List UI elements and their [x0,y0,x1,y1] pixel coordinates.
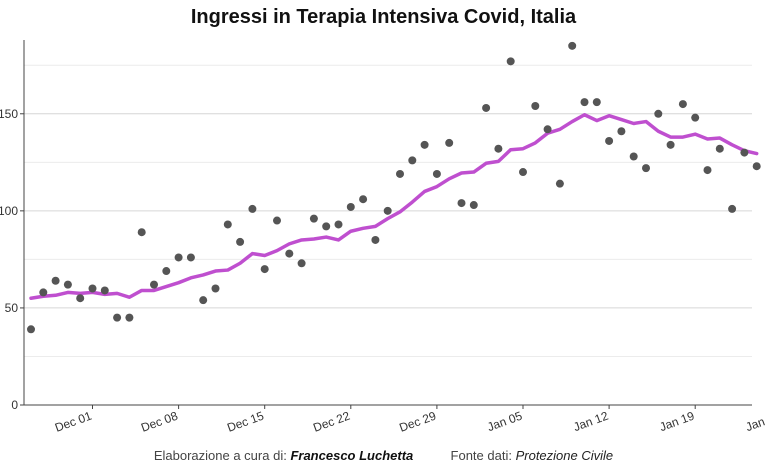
data-point [150,280,158,289]
data-point [519,168,527,177]
credit-value: Francesco Luchetta [290,448,414,463]
data-point [273,216,281,225]
y-tick-label: 150 [0,107,18,121]
data-point [309,214,318,223]
x-tick-label: Jan 19 [658,409,697,435]
series-line [29,112,759,300]
data-point [248,204,257,213]
data-point [666,140,675,149]
data-point [346,202,355,211]
data-point [51,276,60,285]
data-point [592,98,601,107]
x-tick-label: Jan 05 [485,409,524,435]
y-tick-label: 50 [5,301,19,315]
data-point [469,201,478,210]
data-point [654,109,663,118]
data-point [715,144,724,153]
data-point [728,204,737,213]
data-point [236,237,245,246]
data-point [629,152,638,161]
data-point [555,179,564,188]
data-point [642,164,650,173]
data-point [605,136,614,145]
data-point [371,235,380,244]
data-point [494,144,503,153]
data-point [445,138,454,147]
x-tick-label: Dec 01 [53,409,94,435]
data-point [432,169,441,178]
data-point [285,249,294,258]
data-point [703,166,712,175]
data-point [27,325,35,334]
data-point [137,228,146,237]
data-point [752,162,761,171]
data-point [580,98,589,107]
y-tick-label: 100 [0,204,18,218]
data-point [420,140,429,149]
x-tick-label: Dec 08 [139,409,180,435]
data-point [531,102,540,111]
data-point [740,148,749,157]
source-label: Fonte dati: [450,448,512,463]
chart-footer: Elaborazione a cura di: Francesco Luchet… [0,448,767,463]
data-point [334,220,343,229]
data-point [482,103,491,112]
data-point [223,220,232,229]
data-point [543,125,552,134]
x-tick-label: Jan 12 [571,409,610,435]
data-point [617,127,626,136]
data-point [186,253,195,262]
x-tick-label: Jan 26 [744,409,767,435]
data-point [113,313,122,322]
data-point [457,199,466,208]
data-point [568,41,577,50]
data-point [174,253,183,262]
x-tick-label: Dec 15 [225,409,266,435]
data-point [211,284,220,293]
data-point [39,288,48,297]
data-point [76,294,85,303]
data-point [162,267,171,276]
data-point [125,313,134,322]
data-point [691,113,700,122]
x-tick-label: Dec 22 [311,409,352,435]
data-point [322,222,331,231]
data-point [199,296,208,305]
data-point [396,169,404,178]
source-value: Protezione Civile [515,448,614,463]
data-point [408,156,417,165]
data-point [359,195,368,204]
data-point [678,100,687,109]
data-point [297,259,306,268]
x-tick-label: Dec 29 [397,409,438,435]
credit-label: Elaborazione a cura di: [153,448,287,463]
data-point [260,265,269,274]
chart-title: Ingressi in Terapia Intensiva Covid, Ita… [190,6,577,28]
y-tick-label: 0 [11,398,18,412]
data-point [383,206,392,215]
data-point [506,57,515,66]
data-point [63,280,72,289]
data-point [88,284,97,293]
data-point [100,286,109,295]
